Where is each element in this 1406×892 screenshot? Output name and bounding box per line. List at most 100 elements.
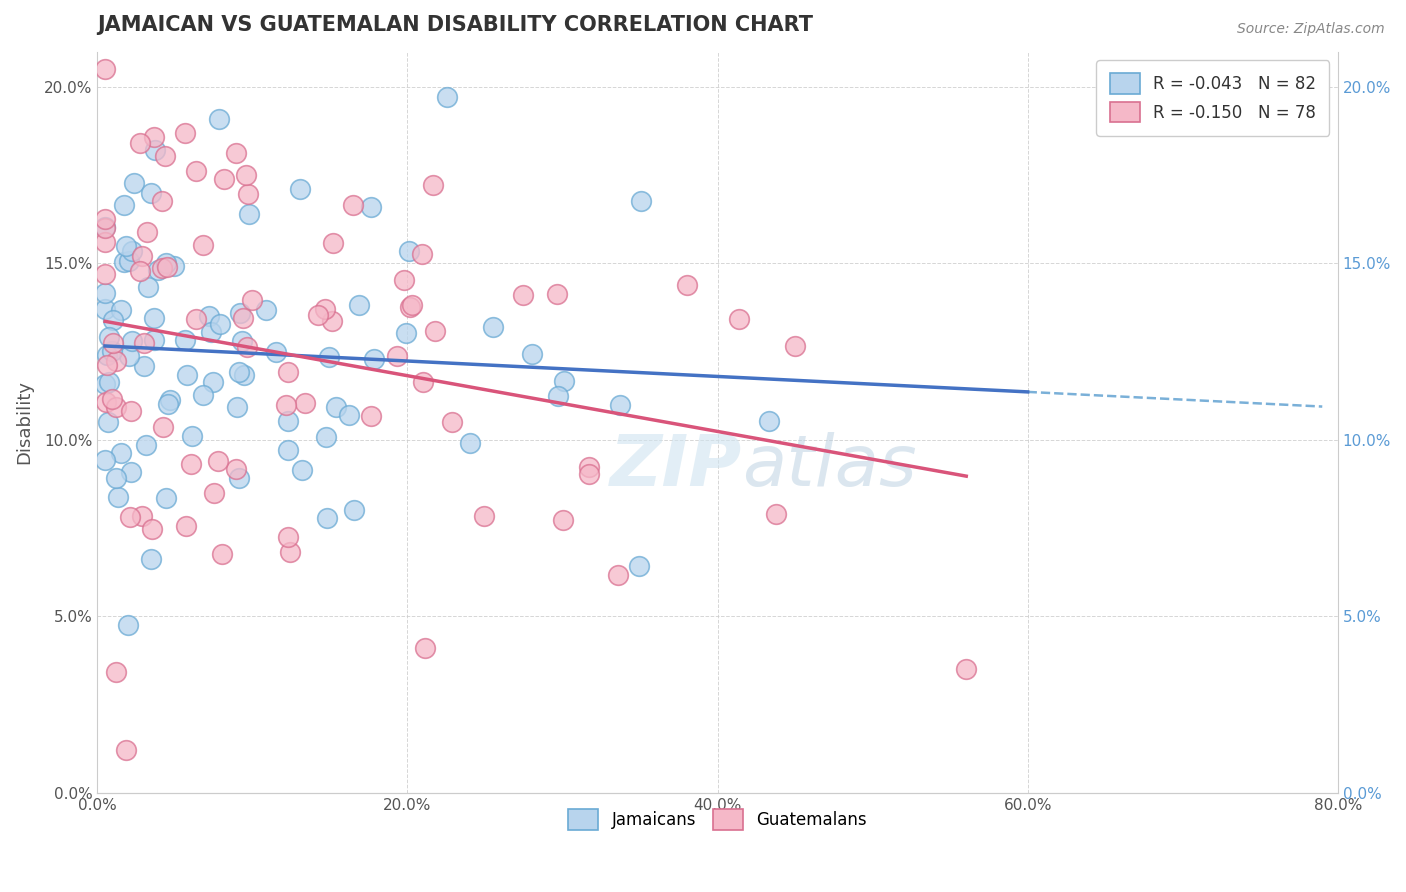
Point <box>176 368 198 382</box>
Point <box>337 408 360 422</box>
Point <box>232 310 254 325</box>
Point <box>128 136 150 150</box>
Point <box>955 662 977 676</box>
Point <box>115 238 138 252</box>
Point <box>630 194 652 208</box>
Point <box>225 462 247 476</box>
Point <box>132 335 155 350</box>
Y-axis label: Disability: Disability <box>15 380 32 464</box>
Point <box>174 126 197 140</box>
Point <box>174 519 197 533</box>
Point <box>342 502 364 516</box>
Point <box>425 324 447 338</box>
Point <box>136 225 159 239</box>
Point <box>783 339 806 353</box>
Point <box>236 340 259 354</box>
Point <box>150 194 173 208</box>
Point <box>578 467 600 482</box>
Point <box>228 365 250 379</box>
Point <box>118 509 141 524</box>
Point <box>607 567 630 582</box>
Point <box>212 172 235 186</box>
Point <box>307 308 329 322</box>
Point <box>159 393 181 408</box>
Point <box>163 259 186 273</box>
Point <box>288 182 311 196</box>
Point <box>395 326 418 340</box>
Point <box>277 414 299 428</box>
Point <box>105 471 128 485</box>
Point <box>236 187 259 202</box>
Point <box>264 345 287 359</box>
Point <box>124 176 146 190</box>
Point <box>609 397 631 411</box>
Point <box>100 344 122 359</box>
Point <box>155 491 177 505</box>
Point <box>208 112 231 127</box>
Point <box>318 350 340 364</box>
Point <box>401 297 423 311</box>
Legend: Jamaicans, Guatemalans: Jamaicans, Guatemalans <box>561 803 873 836</box>
Point <box>148 262 170 277</box>
Point <box>120 465 142 479</box>
Point <box>153 149 176 163</box>
Point <box>135 438 157 452</box>
Point <box>118 254 141 268</box>
Point <box>94 235 117 250</box>
Point <box>138 279 160 293</box>
Point <box>398 300 420 314</box>
Point <box>228 471 250 485</box>
Point <box>94 452 117 467</box>
Point <box>198 309 221 323</box>
Point <box>139 552 162 566</box>
Point <box>139 186 162 200</box>
Point <box>231 334 253 349</box>
Point <box>440 415 463 429</box>
Text: JAMAICAN VS GUATEMALAN DISABILITY CORRELATION CHART: JAMAICAN VS GUATEMALAN DISABILITY CORREL… <box>97 15 813 35</box>
Point <box>191 238 214 252</box>
Point <box>110 303 132 318</box>
Point <box>129 264 152 278</box>
Point <box>180 458 202 472</box>
Point <box>627 559 650 574</box>
Text: atlas: atlas <box>742 433 917 501</box>
Point <box>94 219 117 234</box>
Point <box>208 317 231 331</box>
Point <box>314 302 336 317</box>
Point <box>200 325 222 339</box>
Point <box>115 743 138 757</box>
Point <box>94 302 117 317</box>
Point <box>360 409 382 423</box>
Point <box>274 398 297 412</box>
Point <box>458 436 481 450</box>
Point <box>422 178 444 193</box>
Point <box>142 310 165 325</box>
Point <box>315 430 337 444</box>
Point <box>342 198 364 212</box>
Point <box>294 396 316 410</box>
Point <box>101 392 124 406</box>
Point <box>110 445 132 459</box>
Point <box>184 164 207 178</box>
Point <box>105 354 128 368</box>
Point <box>512 287 534 301</box>
Point <box>278 545 301 559</box>
Point <box>155 256 177 270</box>
Point <box>107 491 129 505</box>
Point <box>481 320 503 334</box>
Point <box>96 348 118 362</box>
Point <box>142 333 165 347</box>
Point <box>152 419 174 434</box>
Point <box>315 511 337 525</box>
Point <box>676 278 699 293</box>
Point <box>121 334 143 348</box>
Point <box>104 400 127 414</box>
Point <box>553 513 575 527</box>
Point <box>131 508 153 523</box>
Point <box>398 244 420 258</box>
Point <box>121 244 143 259</box>
Point <box>121 404 143 418</box>
Point <box>276 365 298 379</box>
Point <box>436 90 458 104</box>
Point <box>322 235 344 250</box>
